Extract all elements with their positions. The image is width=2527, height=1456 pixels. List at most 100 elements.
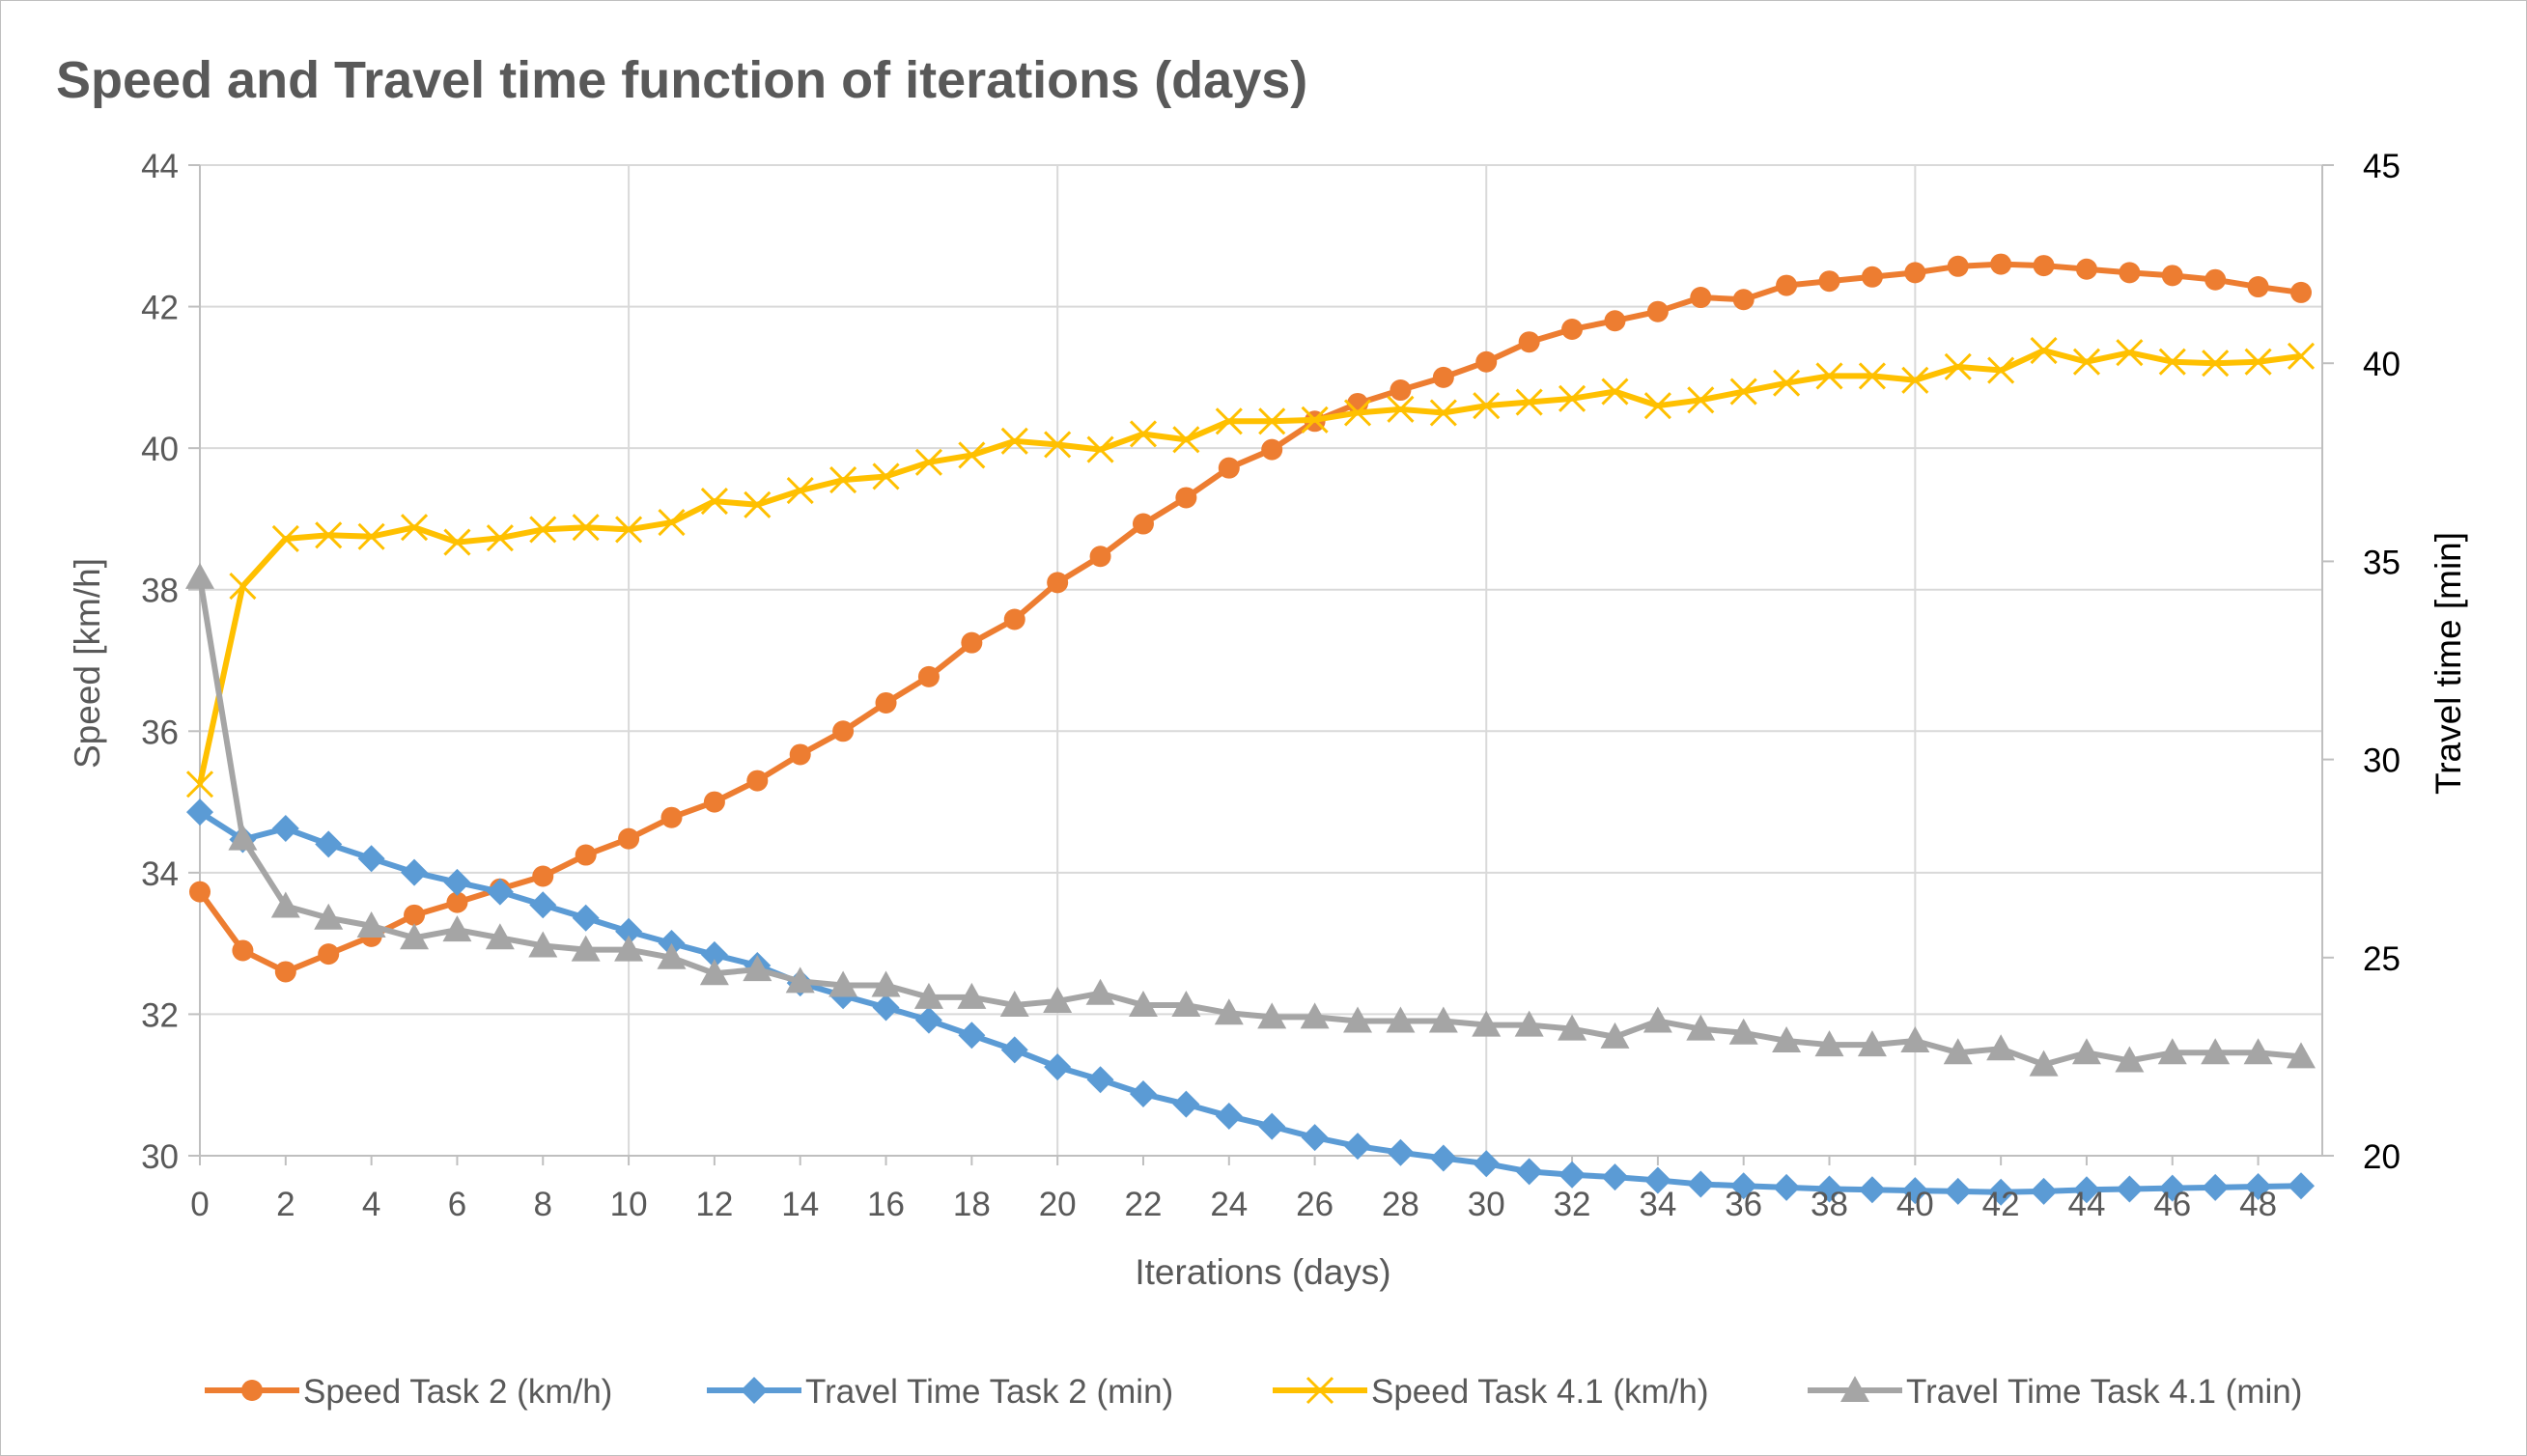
data-point	[400, 514, 429, 542]
data-point	[270, 891, 300, 918]
data-point	[486, 878, 514, 906]
data-point	[1643, 1006, 1672, 1033]
data-point	[1514, 1010, 1544, 1037]
data-point	[914, 448, 942, 476]
x-tick-label: 6	[448, 1186, 466, 1223]
data-point	[1432, 366, 1454, 388]
data-point	[232, 939, 254, 962]
y-tick-label: 42	[141, 290, 179, 327]
data-point	[1261, 438, 1283, 461]
data-point	[1086, 435, 1114, 463]
data-point	[1900, 1025, 1930, 1052]
x-tick-label: 30	[1468, 1186, 1505, 1223]
grid-lines	[200, 164, 2322, 1156]
data-point	[1172, 1090, 1200, 1118]
data-point	[700, 488, 728, 516]
data-point	[2158, 1174, 2186, 1202]
data-point	[404, 904, 426, 926]
data-point	[1858, 1176, 1886, 1204]
data-point	[1861, 266, 1883, 288]
data-point	[828, 970, 858, 997]
data-point	[1387, 1138, 1415, 1166]
data-point	[315, 830, 343, 858]
y2-tick-label: 20	[2363, 1138, 2401, 1176]
data-point	[1729, 378, 1757, 406]
data-point	[2072, 348, 2101, 376]
chart-title: Speed and Travel time function of iterat…	[56, 51, 1308, 109]
data-point	[532, 865, 554, 887]
x-tick-label: 10	[610, 1186, 648, 1223]
data-point	[1215, 1102, 1243, 1130]
x-tick-label: 20	[1039, 1186, 1077, 1223]
data-point	[785, 966, 815, 994]
data-point	[1044, 431, 1072, 459]
data-point	[2204, 268, 2227, 291]
data-point	[1518, 331, 1540, 353]
x-tick-label: 28	[1382, 1186, 1419, 1223]
data-point	[2158, 348, 2186, 376]
y-tick-label: 36	[141, 714, 179, 751]
data-point	[1944, 1177, 1972, 1205]
data-point	[660, 806, 683, 828]
data-point	[872, 994, 900, 1022]
data-point	[400, 923, 430, 950]
data-point	[1343, 399, 1372, 427]
data-point	[2288, 1172, 2315, 1200]
data-point	[1257, 1002, 1287, 1029]
x-tick-label: 22	[1125, 1186, 1163, 1223]
data-point	[1343, 1006, 1373, 1033]
data-point	[1047, 572, 1069, 594]
data-point	[2201, 1038, 2231, 1065]
data-point	[958, 441, 986, 469]
data-point	[1947, 255, 1969, 277]
x-tick-label: 42	[1982, 1186, 2020, 1223]
data-point	[614, 935, 644, 962]
x-tick-label: 18	[953, 1186, 991, 1223]
data-point	[2116, 339, 2144, 367]
data-point	[1776, 274, 1798, 296]
data-point	[1000, 1036, 1028, 1064]
data-point	[1558, 384, 1586, 412]
data-point	[1386, 1006, 1416, 1033]
data-point	[185, 770, 214, 798]
x-tick-label: 2	[276, 1186, 295, 1223]
x-tick-label: 24	[1210, 1186, 1248, 1223]
series-line	[197, 576, 2302, 1068]
x-tick-label: 38	[1811, 1186, 1848, 1223]
data-point	[1428, 1006, 1458, 1033]
data-point	[2115, 1046, 2145, 1073]
data-point	[1089, 546, 1111, 568]
data-point	[615, 516, 643, 544]
data-point	[529, 891, 557, 919]
data-point	[1000, 427, 1028, 455]
y2-tick-label: 25	[2363, 940, 2401, 978]
data-point	[657, 942, 687, 969]
data-point	[1646, 300, 1669, 322]
data-point	[1944, 352, 1972, 380]
x-tick-label: 16	[867, 1186, 905, 1223]
data-point	[786, 477, 814, 505]
data-point	[658, 509, 686, 537]
data-point	[1344, 1133, 1372, 1161]
data-point	[2202, 1173, 2230, 1201]
data-point	[2071, 1038, 2101, 1065]
x-tick-label: 40	[1896, 1186, 1934, 1223]
data-point	[1473, 1150, 1501, 1178]
data-point	[1215, 407, 1243, 435]
data-point	[1990, 253, 2012, 275]
data-point	[746, 770, 769, 792]
legend-label: Travel Time Task 4.1 (min)	[1906, 1373, 2302, 1411]
data-point	[315, 521, 343, 549]
data-point	[1815, 362, 1843, 390]
data-point	[1258, 1112, 1286, 1140]
data-point	[1515, 1158, 1543, 1186]
x-tick-label: 0	[190, 1186, 209, 1223]
y-tick-label: 40	[141, 431, 179, 468]
data-point	[186, 798, 213, 826]
x-tick-label: 48	[2239, 1186, 2277, 1223]
data-point	[442, 915, 472, 942]
data-point	[615, 917, 643, 945]
data-point	[2116, 1175, 2144, 1203]
y-tick-label: 38	[141, 573, 179, 610]
y-axis-label: Speed [km/h]	[68, 558, 107, 769]
